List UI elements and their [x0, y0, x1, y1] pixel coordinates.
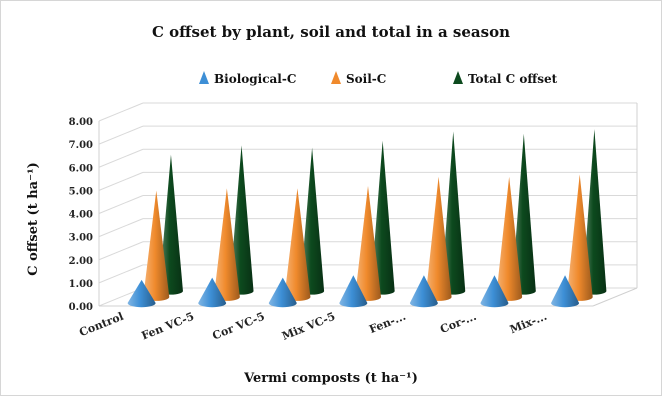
legend: Biological-C Soil-C Total C offset: [199, 71, 558, 86]
cone-soil-c: [284, 188, 311, 301]
y-tick-label: 8.00: [69, 117, 93, 128]
y-tick-label: 2.00: [69, 256, 93, 267]
cone-body: [355, 186, 381, 301]
cone-total-c-offset: [300, 147, 325, 295]
x-category-label: Cor-...: [438, 310, 478, 336]
gridline-side: [98, 171, 144, 191]
cone-biological-c: [268, 277, 297, 308]
y-ticks: 0.00 1.00 2.00 3.00 4.00 5.00 6.00 7.00 8.00: [69, 117, 93, 313]
cone-biological-c: [339, 275, 368, 308]
legend-label: Biological-C: [214, 72, 296, 86]
legend-swatch: [331, 71, 341, 84]
cone-total-c-offset: [370, 140, 395, 295]
cone-body: [143, 190, 170, 301]
cone-soil-c: [355, 186, 381, 301]
cone-body: [425, 176, 452, 301]
cone-soil-c: [496, 176, 523, 301]
cone-body: [300, 147, 325, 295]
cone-total-c-offset: [582, 129, 607, 295]
cone-body: [158, 154, 183, 295]
y-tick-label: 4.00: [69, 210, 93, 221]
cone-biological-c: [198, 277, 227, 308]
cone-body: [511, 133, 536, 295]
cone-total-c-offset: [511, 133, 536, 295]
cone-body: [229, 145, 254, 295]
x-axis-label: Vermi composts (t ha⁻¹): [243, 371, 418, 386]
y-tick-label: 1.00: [69, 279, 93, 290]
chart-marks: [127, 129, 607, 308]
cone-body: [127, 279, 156, 308]
cone-body: [370, 140, 395, 295]
cone-body: [496, 176, 523, 301]
y-tick-label: 7.00: [69, 140, 93, 151]
x-categories: Control Fen VC-5 Cor VC-5 Mix VC-5 Fen-... Co…: [77, 310, 548, 343]
cone-body: [551, 275, 580, 308]
x-category-label: Mix-...: [508, 310, 549, 337]
cone-body: [198, 277, 227, 308]
gridline-side: [98, 125, 144, 145]
y-tick-label: 3.00: [69, 233, 93, 244]
cone-total-c-offset: [229, 145, 254, 295]
gridline-side: [98, 241, 144, 261]
cone-body: [284, 188, 311, 301]
chart-title: C offset by plant, soil and total in a s…: [152, 23, 510, 41]
cone-body: [213, 188, 240, 301]
legend-item: Total C offset: [453, 71, 558, 86]
cone-soil-c: [566, 174, 593, 301]
x-category-label: Control: [77, 310, 125, 339]
legend-label: Soil-C: [346, 72, 386, 86]
cone-body: [268, 277, 297, 308]
legend-item: Soil-C: [331, 71, 386, 86]
cone-biological-c: [480, 275, 509, 308]
x-category-label: Fen-...: [367, 310, 407, 336]
y-tick-label: 5.00: [69, 186, 93, 197]
y-tick-label: 6.00: [69, 163, 93, 174]
x-category-label: Cor VC-5: [210, 310, 266, 343]
gridline-side: [98, 195, 144, 214]
y-axis-label: C offset (t ha⁻¹): [26, 162, 41, 276]
x-category-label: Fen VC-5: [140, 310, 196, 343]
cone-body: [480, 275, 509, 308]
cone-soil-c: [425, 176, 452, 301]
legend-item: Biological-C: [199, 71, 296, 86]
cone-biological-c: [127, 279, 156, 308]
gridline-side: [98, 102, 144, 122]
cone-body: [339, 275, 368, 308]
y-tick-label: 0.00: [69, 302, 93, 313]
cone-body: [582, 129, 607, 295]
legend-label: Total C offset: [468, 72, 558, 86]
legend-swatch: [199, 71, 209, 84]
gridline-side: [98, 218, 144, 238]
cone-biological-c: [551, 275, 580, 308]
gridline-side: [98, 264, 144, 284]
cone-total-c-offset: [441, 131, 466, 295]
cone-soil-c: [213, 188, 240, 301]
cone-body: [441, 131, 466, 295]
x-category-label: Mix VC-5: [280, 310, 337, 343]
cone-biological-c: [409, 275, 438, 308]
cone-total-c-offset: [158, 154, 183, 295]
floor-right-edge: [592, 287, 638, 307]
cone-body: [409, 275, 438, 308]
gridline-side: [98, 148, 144, 168]
cone-soil-c: [143, 190, 170, 301]
legend-swatch: [453, 71, 463, 84]
cone-body: [566, 174, 593, 301]
